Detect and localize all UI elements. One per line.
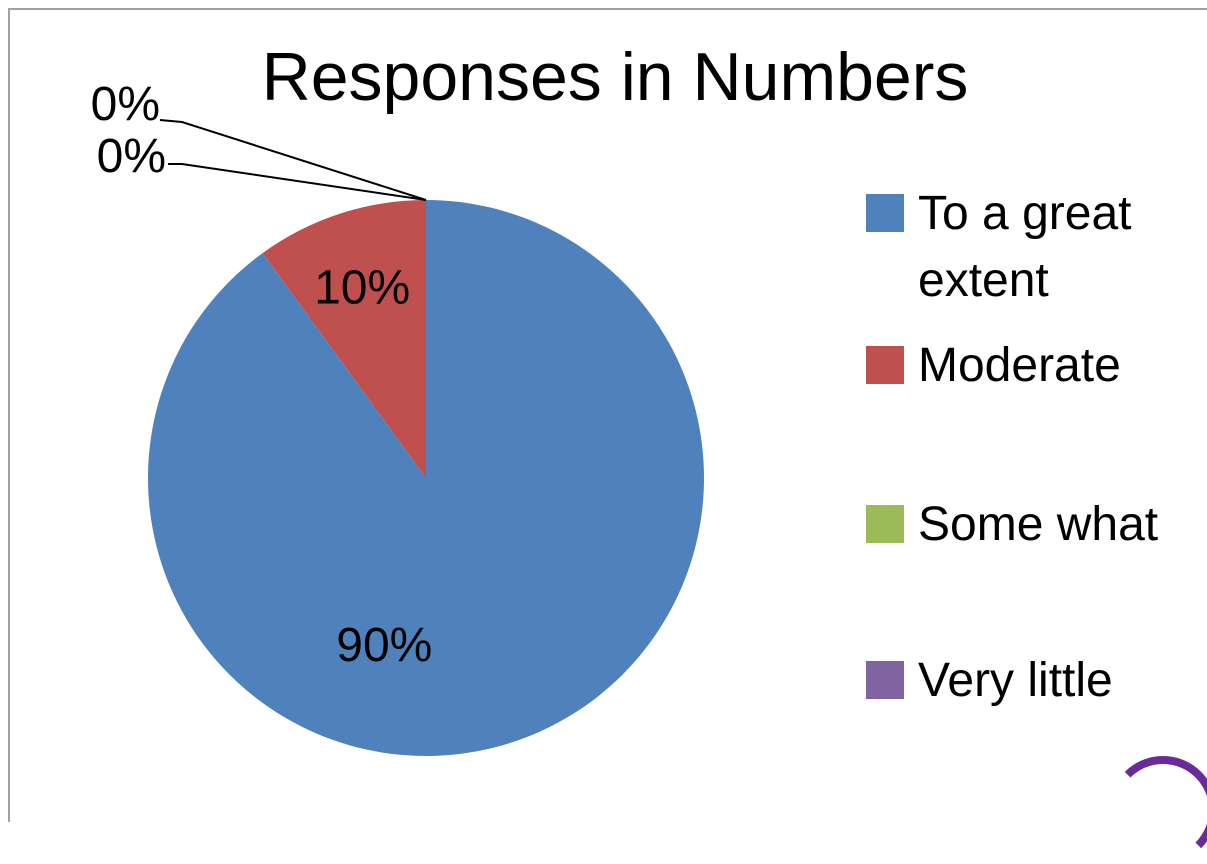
leader-line-some-what xyxy=(159,119,427,201)
legend-item-to-a-great-extent: To a great extent xyxy=(866,180,1131,314)
pie-chart: 90% 10% 0%0% xyxy=(91,78,705,757)
data-label-some-what: 0% xyxy=(91,78,160,131)
legend-item-some-what: Some what xyxy=(866,491,1158,558)
legend-label: Moderate xyxy=(918,332,1121,399)
legend-label-line: Some what xyxy=(918,498,1159,551)
legend-label: Very little xyxy=(918,647,1113,714)
legend-swatch xyxy=(866,661,904,699)
data-label-very-little: 0% xyxy=(97,130,166,183)
legend-swatch xyxy=(866,194,904,232)
legend-label: Some what xyxy=(918,491,1158,558)
slice-moderate xyxy=(262,200,426,478)
legend-item-moderate: Moderate xyxy=(866,332,1121,399)
chart-title: Responses in Numbers xyxy=(261,39,969,115)
legend-item-very-little: Very little xyxy=(866,647,1113,714)
legend-label-line: extent xyxy=(918,254,1049,307)
legend-swatch xyxy=(866,346,904,384)
corner-logo-fragment xyxy=(1109,756,1207,864)
legend-label: To a great extent xyxy=(918,180,1131,314)
data-label-moderate: 10% xyxy=(314,262,410,315)
legend-label-line: To a great xyxy=(918,187,1132,240)
legend: To a great extent Moderate Some what Ver… xyxy=(866,0,1206,822)
legend-label-line: Very little xyxy=(918,654,1113,707)
legend-swatch xyxy=(866,505,904,543)
data-label-to-a-great-extent: 90% xyxy=(336,619,432,672)
slice-to-a-great-extent xyxy=(147,200,705,757)
leader-line-very-little xyxy=(168,163,427,201)
legend-label-line: Moderate xyxy=(918,339,1121,392)
